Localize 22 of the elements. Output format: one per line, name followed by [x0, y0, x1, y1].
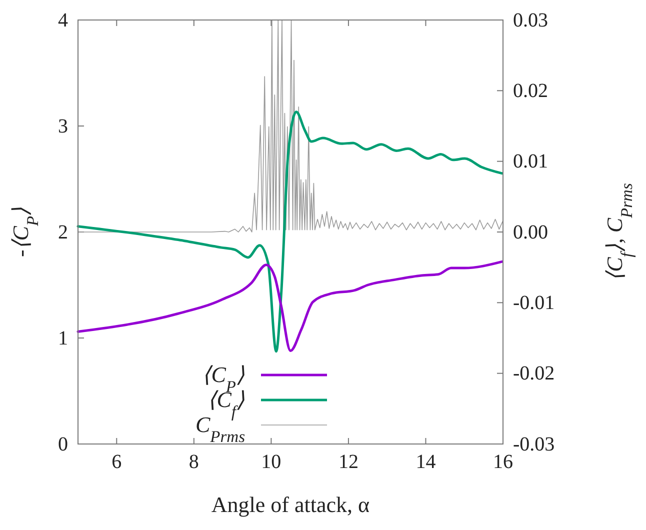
x-tick-label: 12: [338, 451, 358, 474]
y2-tick-label: 0.00: [513, 221, 548, 244]
line-series: [76, 110, 504, 353]
x-tick-label: 16: [493, 451, 513, 474]
y-tick-label: 0: [58, 433, 68, 456]
x-tick-label: 8: [188, 451, 199, 474]
y-tick-label: 4: [58, 9, 68, 32]
y2-tick-label: 0.03: [513, 9, 548, 32]
x-tick-label: 10: [261, 451, 282, 474]
line-series: [78, 20, 504, 232]
y2-tick-label: 0.02: [513, 80, 548, 102]
x-axis-title: Angle of attack, α: [211, 492, 370, 517]
line-series: [76, 260, 504, 352]
y2-tick-label: -0.01: [513, 292, 555, 314]
y2-tick-label: 0.01: [513, 150, 548, 173]
x-tick-label: 14: [416, 451, 436, 474]
y-tick-label: 2: [58, 221, 68, 244]
y2-tick-label: -0.03: [513, 433, 555, 456]
y-tick-label: 3: [58, 115, 68, 138]
y-tick-label: 1: [58, 327, 68, 350]
y2-tick-label: -0.02: [513, 362, 555, 385]
x-tick-label: 6: [112, 451, 122, 474]
